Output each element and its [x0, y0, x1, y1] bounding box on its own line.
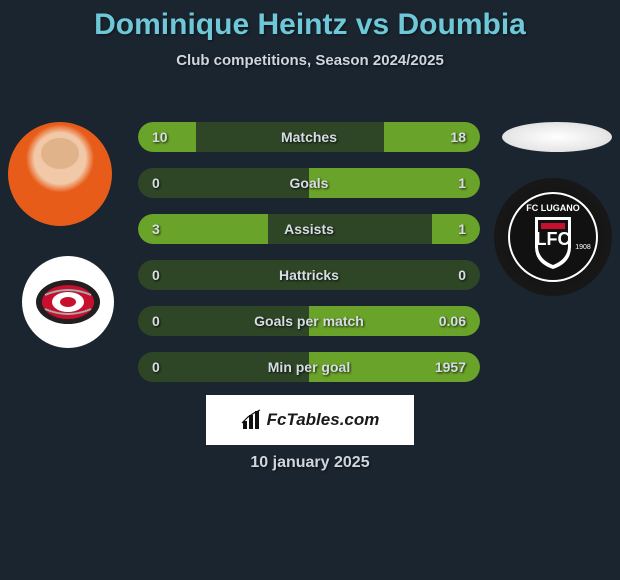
stat-value-right: 1957 — [435, 352, 466, 382]
stat-row: 0 Goals 1 — [138, 168, 480, 198]
subtitle: Club competitions, Season 2024/2025 — [0, 52, 620, 69]
stat-label: Assists — [284, 221, 334, 237]
stat-value-right: 1 — [458, 168, 466, 198]
brand-text: FcTables.com — [267, 410, 380, 430]
stat-fill-right — [432, 214, 480, 244]
stats-panel: 10 Matches 18 0 Goals 1 3 Assists 1 0 Ha… — [138, 122, 480, 398]
svg-text:1908: 1908 — [575, 244, 591, 251]
date-text: 10 january 2025 — [0, 454, 620, 472]
club-right-logo: FC LUGANO LFC 1908 — [494, 178, 612, 296]
brand-badge: FcTables.com — [206, 395, 414, 445]
stat-value-left: 0 — [152, 306, 160, 336]
player-left-photo — [8, 122, 112, 226]
stat-value-left: 0 — [152, 260, 160, 290]
club-left-logo — [22, 256, 114, 348]
player-right-photo — [502, 122, 612, 152]
stat-row: 10 Matches 18 — [138, 122, 480, 152]
lugano-badge: FC LUGANO LFC 1908 — [505, 189, 601, 285]
svg-text:LFC: LFC — [536, 229, 571, 249]
stat-label: Goals per match — [254, 313, 364, 329]
hurricane-logo — [33, 267, 103, 337]
page-title: Dominique Heintz vs Doumbia — [0, 8, 620, 42]
stat-value-right: 0 — [458, 260, 466, 290]
stat-value-left: 0 — [152, 352, 160, 382]
stat-row: 0 Min per goal 1957 — [138, 352, 480, 382]
stat-value-left: 10 — [152, 122, 168, 152]
stat-label: Hattricks — [279, 267, 339, 283]
stat-value-right: 1 — [458, 214, 466, 244]
stat-row: 0 Hattricks 0 — [138, 260, 480, 290]
stat-label: Min per goal — [268, 359, 350, 375]
stat-value-right: 18 — [450, 122, 466, 152]
bar-chart-icon — [241, 409, 263, 431]
stat-value-left: 0 — [152, 168, 160, 198]
stat-value-right: 0.06 — [439, 306, 466, 336]
svg-text:FC LUGANO: FC LUGANO — [526, 203, 580, 213]
stat-label: Matches — [281, 129, 337, 145]
stat-value-left: 3 — [152, 214, 160, 244]
stat-row: 0 Goals per match 0.06 — [138, 306, 480, 336]
stat-fill-right — [309, 168, 480, 198]
stat-label: Goals — [290, 175, 329, 191]
stat-row: 3 Assists 1 — [138, 214, 480, 244]
